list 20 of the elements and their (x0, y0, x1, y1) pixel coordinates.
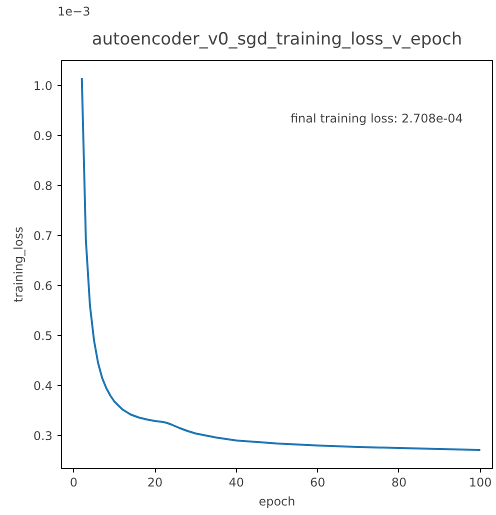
x-tick-label: 60 (310, 476, 326, 490)
annotation: final training loss: 2.708e-04 (290, 112, 463, 126)
x-tick-label: 20 (147, 476, 163, 490)
y-tick-label: 0.5 (33, 329, 53, 343)
y-tick-label: 1.0 (33, 79, 53, 93)
y-tick-label: 0.7 (33, 229, 53, 243)
x-axis-title: epoch (258, 494, 296, 508)
text: 1e−3 (58, 4, 90, 18)
x-tick-label: 40 (228, 476, 244, 490)
x-tick-label: 80 (391, 476, 407, 490)
line-series (80, 77, 482, 451)
x-tick-label: 100 (468, 476, 492, 490)
y-tick-label: 0.4 (33, 379, 53, 393)
y-tick-label: 0.6 (33, 279, 53, 293)
y-tick-label: 0.8 (33, 179, 53, 193)
y-axis-title: training_loss (11, 226, 26, 302)
chart-title: autoencoder_v0_sgd_training_loss_v_epoch (92, 30, 462, 50)
y-tick-label: 0.3 (33, 429, 53, 443)
x-tick-label: 0 (70, 476, 78, 490)
y-tick-label: 0.9 (33, 129, 53, 143)
